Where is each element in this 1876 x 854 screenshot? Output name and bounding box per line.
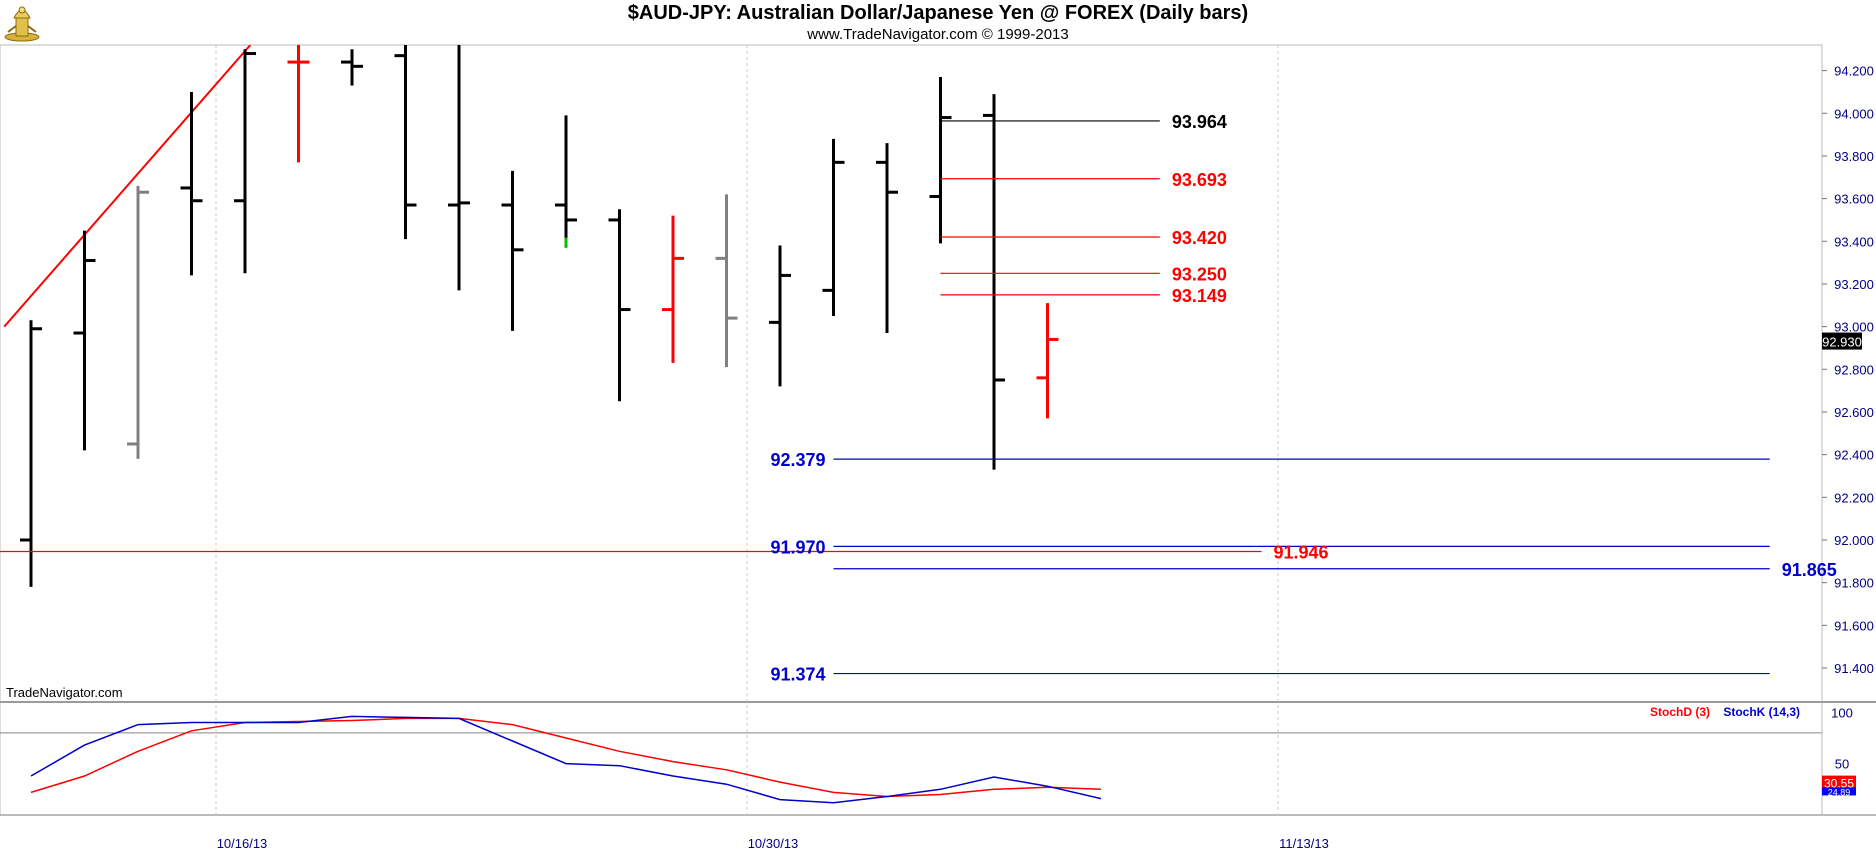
stoch-y-tick-label: 100 — [1831, 705, 1853, 720]
ohlc-bar — [929, 77, 952, 244]
ohlc-bar — [555, 115, 577, 248]
ohlc-bar — [662, 215, 684, 363]
y-tick-label: 92.600 — [1834, 405, 1874, 420]
ohlc-bar — [876, 143, 898, 334]
ohlc-bar — [394, 45, 417, 240]
y-tick-label: 93.800 — [1834, 149, 1874, 164]
level-label: 91.865 — [1782, 560, 1837, 580]
chart-title: $AUD-JPY: Australian Dollar/Japanese Yen… — [627, 2, 1249, 24]
ohlc-bar — [20, 320, 42, 587]
level-label: 92.379 — [770, 450, 825, 470]
ohlc-bar — [983, 94, 1005, 470]
stochD-value-tag — [1822, 775, 1856, 791]
stoch-y-tick-label: 50 — [1835, 757, 1849, 772]
ohlc-bar — [341, 49, 363, 86]
ohlc-bar — [501, 170, 524, 331]
trendline — [3, 45, 252, 328]
ohlc-bar — [715, 194, 738, 368]
chart-subtitle: www.TradeNavigator.com © 1999-2013 — [807, 26, 1069, 43]
stoch-legend-entry: StochK (14,3) — [1723, 705, 1800, 719]
stochK-line — [30, 715, 1102, 804]
x-tick-label: 11/13/13 — [1279, 836, 1329, 851]
y-tick-label: 92.400 — [1834, 448, 1874, 463]
ohlc-bar — [769, 245, 791, 387]
level-label: 93.964 — [1172, 112, 1227, 132]
level-label: 91.374 — [770, 665, 825, 685]
last-price-label: 92.930 — [1822, 335, 1862, 350]
y-tick-label: 91.800 — [1834, 576, 1874, 591]
y-tick-label: 92.200 — [1834, 490, 1874, 505]
stochK-value-label: 24.89 — [1828, 787, 1851, 797]
y-tick-label: 93.600 — [1834, 192, 1874, 207]
y-tick-label: 93.200 — [1834, 277, 1874, 292]
level-label: 93.149 — [1172, 286, 1227, 306]
level-label: 93.420 — [1172, 228, 1227, 248]
price-panel — [3, 45, 1059, 587]
tradenavigator-logo-icon — [4, 6, 40, 42]
y-tick-label: 94.200 — [1834, 64, 1874, 79]
stochK-value-tag — [1822, 787, 1856, 796]
stochastic-panel — [0, 702, 1823, 815]
x-tick-label: 10/30/13 — [748, 836, 799, 851]
ohlc-bar — [234, 49, 256, 274]
y-tick-label: 94.000 — [1834, 106, 1874, 121]
ohlc-bar — [180, 91, 203, 276]
y-tick-label: 93.400 — [1834, 234, 1874, 249]
watermark-text: TradeNavigator.com — [6, 685, 123, 700]
y-tick-label: 93.000 — [1834, 320, 1874, 335]
y-tick-label: 91.600 — [1834, 618, 1874, 633]
grid-layer — [0, 44, 1876, 816]
last-price-tag — [1822, 332, 1862, 350]
y-tick-label: 91.400 — [1834, 661, 1874, 676]
stochD-value-label: 30.55 — [1824, 777, 1854, 791]
x-tick-label: 10/16/13 — [217, 836, 268, 851]
plot-border — [0, 44, 1823, 816]
ohlc-bar — [448, 45, 470, 291]
level-label: 91.970 — [770, 537, 825, 557]
axes: 10/16/13 10/30/13 11/13/13 94.200 94.000 93.8… — [217, 64, 1874, 851]
y-tick-label: 92.000 — [1834, 533, 1874, 548]
stoch-legend-entry: StochD (3) — [1650, 705, 1710, 719]
ohlc-bar — [608, 209, 631, 402]
y-tick-label: 92.800 — [1834, 362, 1874, 377]
ohlc-bar — [822, 138, 845, 316]
ohlc-bar — [287, 45, 310, 163]
stochD-line — [30, 717, 1102, 798]
ohlc-bar — [1036, 303, 1059, 419]
price-levels — [0, 120, 1770, 675]
ohlc-bar — [127, 185, 149, 459]
ohlc-bar — [73, 230, 96, 451]
level-label: 93.693 — [1172, 170, 1227, 190]
level-label: 91.946 — [1274, 543, 1329, 563]
level-label: 93.250 — [1172, 264, 1227, 284]
